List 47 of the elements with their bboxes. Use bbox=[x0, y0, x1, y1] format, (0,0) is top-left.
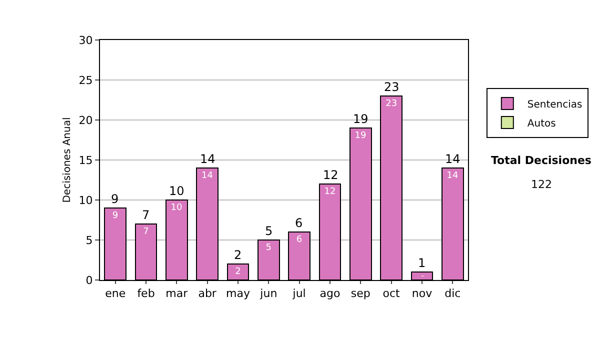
y-tick-label: 10 bbox=[78, 194, 93, 207]
x-tick-label: mar bbox=[166, 287, 188, 300]
data-label: 14 bbox=[201, 171, 214, 181]
x-tick-label: abr bbox=[198, 287, 217, 300]
total-label: 7 bbox=[142, 208, 150, 222]
data-label: 14 bbox=[446, 171, 459, 181]
data-label: 5 bbox=[266, 243, 272, 253]
total-label: 19 bbox=[353, 112, 368, 126]
data-label: 9 bbox=[112, 211, 118, 221]
data-label: 23 bbox=[386, 99, 398, 109]
total-label: 5 bbox=[265, 224, 273, 238]
y-tick-label: 30 bbox=[78, 34, 93, 47]
total-label: 14 bbox=[445, 152, 460, 166]
total-label: 12 bbox=[323, 168, 338, 182]
total-label: 9 bbox=[111, 192, 119, 206]
total-label: 2 bbox=[234, 248, 242, 262]
y-tick-label: 5 bbox=[86, 234, 93, 247]
x-tick-label: dic bbox=[444, 287, 461, 300]
x-tick-label: oct bbox=[382, 287, 401, 300]
text: 122 bbox=[531, 178, 552, 191]
y-tick-label: 15 bbox=[78, 154, 93, 167]
data-label: 19 bbox=[354, 131, 367, 141]
total-label: 23 bbox=[384, 80, 400, 94]
data-label: 12 bbox=[324, 187, 336, 197]
total-label: 10 bbox=[169, 184, 184, 198]
y-tick-label: 25 bbox=[78, 74, 93, 87]
total-label: 1 bbox=[418, 256, 426, 270]
y-tick-label: 20 bbox=[78, 114, 93, 127]
data-label: 2 bbox=[235, 267, 241, 277]
x-tick-label: sep bbox=[350, 287, 370, 300]
legend-label: Sentencias bbox=[527, 99, 582, 110]
total-label: 6 bbox=[295, 216, 303, 230]
total-label: 14 bbox=[200, 152, 216, 166]
x-tick-label: jul bbox=[292, 287, 306, 300]
x-tick-label: feb bbox=[137, 287, 155, 300]
text: Total Decisiones bbox=[491, 154, 592, 167]
data-label: 7 bbox=[143, 227, 149, 237]
x-tick-label: may bbox=[226, 287, 250, 300]
x-tick-label: nov bbox=[412, 287, 433, 300]
x-tick-label: ago bbox=[320, 287, 340, 300]
legend-label: Autos bbox=[527, 118, 556, 130]
y-tick-label: 0 bbox=[86, 274, 93, 287]
data-label: 10 bbox=[170, 203, 183, 213]
data-label: 6 bbox=[296, 235, 302, 245]
y-axis-title: Decisiones Anual bbox=[62, 117, 73, 203]
x-tick-label: jun bbox=[259, 287, 278, 300]
x-tick-label: ene bbox=[105, 287, 126, 300]
